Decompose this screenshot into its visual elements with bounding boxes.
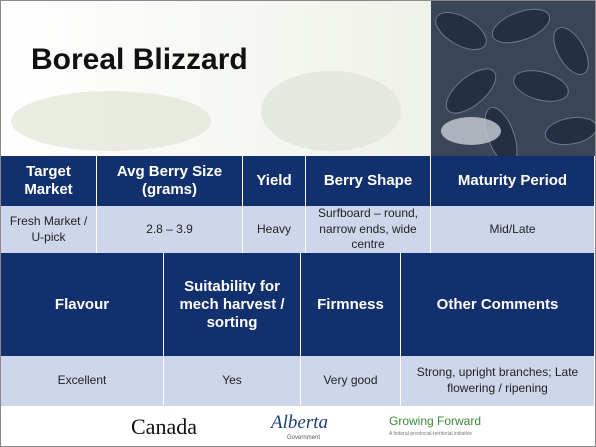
logo-gf-sub: A federal-provincial-territorial initiat…: [389, 431, 473, 437]
table-header-cell: Yield: [243, 156, 306, 206]
slide-title: Boreal Blizzard: [31, 43, 248, 76]
table-header-cell: Avg Berry Size (grams): [97, 156, 243, 206]
table-header-cell: Target Market: [1, 156, 97, 206]
table-cell: Surfboard – round, narrow ends, wide cen…: [306, 206, 431, 253]
table-cell: Excellent: [1, 356, 164, 406]
table-header-cell: Firmness: [301, 253, 401, 356]
logo-growing-forward: Growing Forward: [389, 414, 482, 428]
banner-graphics: [1, 1, 595, 156]
table-cell: Yes: [164, 356, 301, 406]
table-cell: Mid/Late: [431, 206, 595, 253]
logo-alberta-sub: Government: [287, 435, 321, 441]
table-cell: Very good: [301, 356, 401, 406]
table-cell: Heavy: [243, 206, 306, 253]
table-header-cell: Maturity Period: [431, 156, 595, 206]
logo-canada: Canada: [131, 414, 197, 439]
table-header-cell: Flavour: [1, 253, 164, 356]
logo-alberta: Alberta: [271, 412, 328, 433]
footer: Canada Alberta Government Growing Forwar…: [1, 406, 595, 446]
table-cell: Strong, upright branches; Late flowering…: [401, 356, 595, 406]
table-header-cell: Other Comments: [401, 253, 595, 356]
table-cell: 2.8 – 3.9: [97, 206, 243, 253]
table-header-cell: Berry Shape: [306, 156, 431, 206]
table-header-cell: Suitability for mech harvest / sorting: [164, 253, 301, 356]
table-cell: Fresh Market / U-pick: [1, 206, 97, 253]
